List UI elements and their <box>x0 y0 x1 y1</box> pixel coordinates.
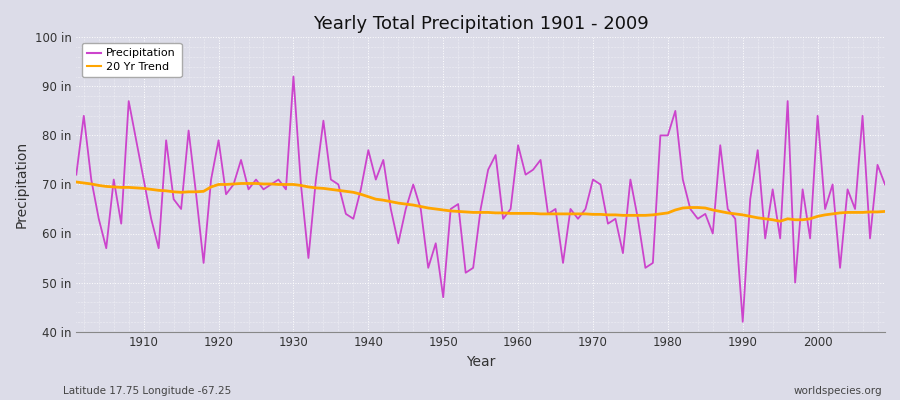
Title: Yearly Total Precipitation 1901 - 2009: Yearly Total Precipitation 1901 - 2009 <box>313 15 649 33</box>
Y-axis label: Precipitation: Precipitation <box>15 141 29 228</box>
Text: worldspecies.org: worldspecies.org <box>794 386 882 396</box>
Legend: Precipitation, 20 Yr Trend: Precipitation, 20 Yr Trend <box>82 43 182 77</box>
Text: Latitude 17.75 Longitude -67.25: Latitude 17.75 Longitude -67.25 <box>63 386 231 396</box>
X-axis label: Year: Year <box>466 355 495 369</box>
